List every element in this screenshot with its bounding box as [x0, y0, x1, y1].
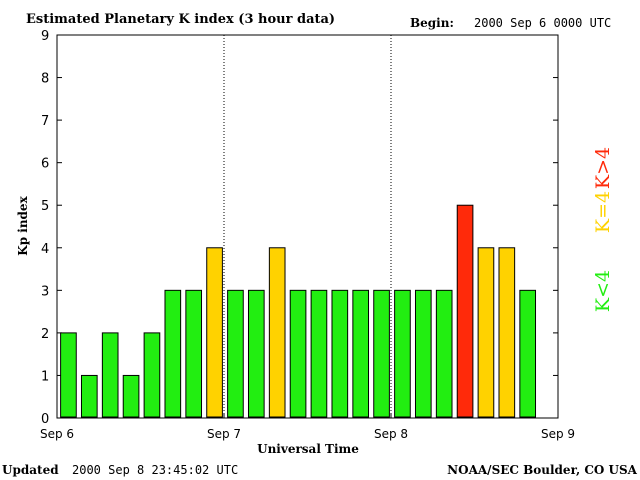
kp-bar: [247, 289, 265, 418]
y-tick-label: 0: [41, 412, 49, 427]
kp-bar: [352, 289, 370, 418]
y-tick-label: 7: [41, 114, 49, 129]
y-tick-label: 8: [41, 72, 49, 87]
x-tick-label: Sep 6: [40, 427, 74, 441]
x-tick-label: Sep 8: [374, 427, 408, 441]
kp-bar: [289, 289, 307, 418]
legend-equal: K=4: [592, 191, 614, 233]
y-tick-label: 3: [41, 284, 49, 299]
kp-bar: [80, 374, 98, 418]
kp-bar: [143, 332, 161, 418]
plot-frame: [56, 34, 559, 419]
legend-high: K>4: [592, 147, 614, 189]
kp-bar: [227, 289, 244, 418]
y-tick-label: 9: [41, 29, 49, 44]
kp-bar: [122, 374, 140, 418]
y-tick-label: 5: [41, 199, 49, 214]
kp-bar: [60, 332, 77, 418]
kp-bar: [101, 332, 119, 418]
kp-bar: [331, 289, 349, 418]
y-tick-label: 1: [41, 369, 49, 384]
kp-bar: [206, 247, 223, 418]
kp-bar: [435, 289, 453, 418]
kp-bar: [498, 247, 516, 418]
y-tick-label: 4: [41, 242, 49, 257]
kp-bar: [268, 247, 286, 418]
x-tick-label: Sep 9: [541, 427, 575, 441]
begin-value: 2000 Sep 6 0000 UTC: [474, 16, 611, 30]
kp-bar: [477, 247, 495, 418]
credit-text: NOAA/SEC Boulder, CO USA: [447, 463, 638, 477]
kp-bar: [310, 289, 328, 418]
kp-bar: [414, 289, 432, 418]
begin-label: Begin:: [410, 16, 454, 30]
kp-bar: [394, 289, 411, 418]
kp-bar: [164, 289, 182, 418]
kp-bar: [519, 289, 537, 418]
kp-bar: [185, 289, 203, 418]
updated-label: Updated: [2, 463, 59, 477]
chart-title: Estimated Planetary K index (3 hour data…: [26, 12, 335, 27]
legend-low: K<4: [592, 270, 614, 312]
y-axis-label: Kp index: [16, 195, 30, 255]
kp-bar: [373, 289, 390, 418]
plot-area: 0 1 2 3 4 5 6 7 8 9 Sep 6 Sep 7 Sep 8 Sep 9: [40, 29, 575, 441]
x-axis-label: Universal Time: [257, 442, 359, 456]
y-tick-label: 2: [41, 327, 49, 342]
updated-value: 2000 Sep 8 23:45:02 UTC: [72, 463, 238, 477]
y-tick-label: 6: [41, 157, 49, 172]
kp-bar: [456, 204, 474, 418]
x-tick-label: Sep 7: [207, 427, 241, 441]
